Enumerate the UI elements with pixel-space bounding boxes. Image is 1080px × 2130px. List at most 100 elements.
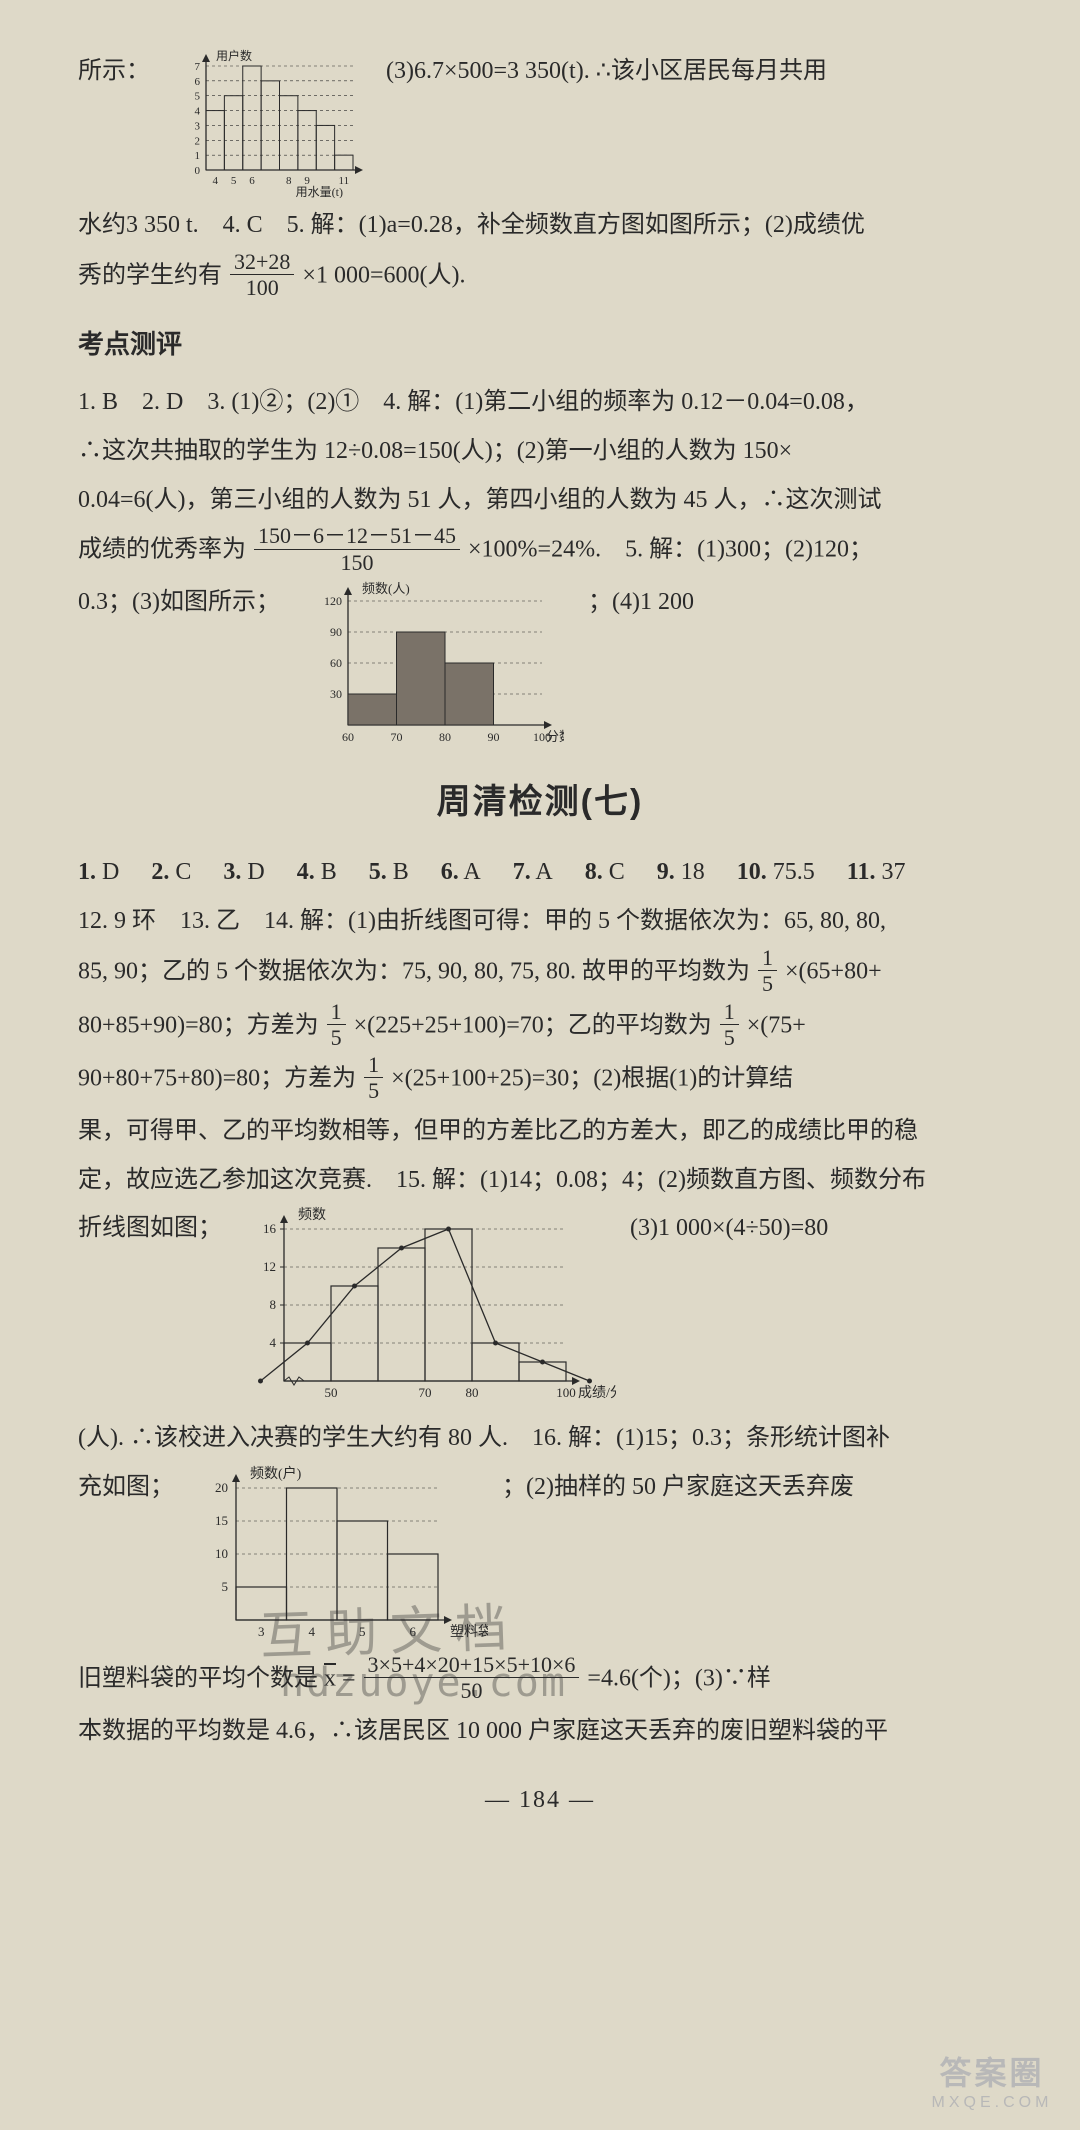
svg-text:5: 5 (231, 175, 237, 187)
chart3-svg: 481216507080100频数成绩/分 (236, 1205, 616, 1415)
kaodian-title: 考点测评 (78, 320, 1002, 371)
top-cont: 水约3 350 t. 4. C 5. 解：(1)a=0.28，补全频数直方图如图… (78, 202, 1002, 249)
weekly-l3-suf: ×(65+80+ (785, 958, 882, 984)
svg-text:5: 5 (222, 1579, 229, 1594)
svg-text:16: 16 (263, 1221, 277, 1236)
svg-text:频数(户): 频数(户) (250, 1465, 302, 1482)
corner-brand: 答案圈 MXQE.COM (922, 2048, 1062, 2112)
svg-text:4: 4 (270, 1335, 277, 1350)
weekly-l8-right: (3)1 000×(4÷50)=80 (630, 1205, 1002, 1252)
top-cont2-suffix: ×1 000=600(人). (302, 262, 465, 288)
weekly-l10-pre: 充如图； (78, 1464, 174, 1511)
frac-3228: 32+28 100 (230, 249, 294, 301)
svg-text:100: 100 (556, 1385, 576, 1400)
weekly-l11-suf: =4.6(个)；(3)∵样 (587, 1665, 771, 1691)
weekly-l5: 90+80+75+80)=80；方差为 1 5 ×(25+100+25)=30；… (78, 1054, 1002, 1106)
svg-text:3: 3 (258, 1624, 265, 1639)
corner-big: 答案圈 (922, 2048, 1062, 2094)
weekly-l4-suf: ×(75+ (747, 1012, 806, 1038)
svg-text:90: 90 (330, 625, 342, 639)
svg-text:4: 4 (195, 106, 201, 118)
svg-text:10: 10 (215, 1546, 228, 1561)
svg-text:频数: 频数 (298, 1207, 326, 1223)
svg-text:0: 0 (195, 165, 201, 177)
mc-item: 2. C (151, 849, 191, 896)
svg-text:5: 5 (195, 91, 201, 103)
weekly-l3-frac: 1 5 (758, 945, 777, 997)
mc-item: 3. D (223, 849, 264, 896)
svg-text:15: 15 (215, 1513, 228, 1528)
svg-text:用水量(t): 用水量(t) (296, 185, 343, 198)
svg-text:塑料袋(个): 塑料袋(个) (450, 1624, 488, 1640)
top-left: 所示： (78, 48, 150, 95)
page-container: 所示： 012345674568911用户数用水量(t) (3)6.7×500=… (0, 0, 1080, 1863)
svg-text:60: 60 (330, 656, 342, 670)
kaodian-l5-pre: 0.3；(3)如图所示； (78, 579, 280, 626)
svg-text:6: 6 (195, 76, 201, 88)
weekly-title: 周清检测(七) (78, 769, 1002, 835)
mc-item: 11. 37 (847, 849, 906, 896)
svg-text:6: 6 (410, 1624, 417, 1639)
weekly-l11-pre: 旧塑料袋的平均个数是 x = (78, 1665, 356, 1691)
page-number: — 184 — (78, 1777, 1002, 1824)
svg-text:成绩/分: 成绩/分 (578, 1385, 616, 1401)
svg-text:1: 1 (195, 150, 201, 162)
svg-text:12: 12 (263, 1259, 276, 1274)
svg-text:用户数: 用户数 (216, 48, 252, 63)
weekly-l5-suf: ×(25+100+25)=30；(2)根据(1)的计算结 (391, 1065, 793, 1091)
svg-text:4: 4 (309, 1624, 316, 1639)
mc-item: 7. A (513, 849, 553, 896)
chart2-svg: 30609012060708090100频数(人)分数(分) (304, 579, 564, 759)
svg-text:4: 4 (212, 175, 218, 187)
mc-item: 9. 18 (657, 849, 705, 896)
svg-text:2: 2 (195, 135, 201, 147)
svg-text:频数(人): 频数(人) (362, 581, 410, 596)
kaodian-chart-row: 0.3；(3)如图所示； 30609012060708090100频数(人)分数… (78, 579, 1002, 759)
kaodian-l4: 成绩的优秀率为 150－6－12－51－45 150 ×100%=24%. 5.… (78, 525, 1002, 577)
svg-text:90: 90 (487, 730, 499, 744)
kaodian-l4-suf: ×100%=24%. 5. 解：(1)300；(2)120； (468, 537, 873, 563)
weekly-l12: 本数据的平均数是 4.6，∴该居民区 10 000 户家庭这天丢弃的废旧塑料袋的… (78, 1708, 1002, 1755)
mc-item: 1. D (78, 849, 119, 896)
svg-text:5: 5 (359, 1624, 366, 1639)
svg-text:3: 3 (195, 120, 201, 132)
weekly-l4: 80+85+90)=80；方差为 1 5 ×(225+25+100)=70；乙的… (78, 1001, 1002, 1053)
svg-text:8: 8 (270, 1297, 277, 1312)
weekly-l5-frac: 1 5 (364, 1052, 383, 1104)
weekly-l4-f2: 1 5 (720, 999, 739, 1051)
weekly-l2: 12. 9 环 13. 乙 14. 解：(1)由折线图可得：甲的 5 个数据依次… (78, 898, 1002, 945)
kaodian-l3: 0.04=6(人)，第三小组的人数为 51 人，第四小组的人数为 45 人，∴这… (78, 477, 1002, 524)
top-cont2: 秀的学生约有 32+28 100 ×1 000=600(人). (78, 251, 1002, 303)
weekly-l4-f1: 1 5 (327, 999, 346, 1051)
mc-item: 5. B (369, 849, 409, 896)
kaodian-l1: 1. B 2. D 3. (1)②；(2)① 4. 解：(1)第二小组的频率为 … (78, 379, 1002, 426)
top-right-text: (3)6.7×500=3 350(t). ∴该小区居民每月共用 (386, 48, 1002, 95)
svg-text:70: 70 (390, 730, 402, 744)
kaodian-l4-frac: 150－6－12－51－45 150 (254, 523, 460, 575)
top-cont2-prefix: 秀的学生约有 (78, 262, 222, 288)
svg-text:6: 6 (249, 175, 255, 187)
weekly-chart4-row: 充如图； 5 10 15 20 3 4 5 6 频数(户) 塑料袋(个) ；(2)抽样的 50 户… (78, 1464, 1002, 1654)
svg-text:70: 70 (419, 1385, 432, 1400)
svg-text:7: 7 (195, 61, 201, 73)
svg-text:80: 80 (439, 730, 451, 744)
weekly-l10-right: ；(2)抽样的 50 户家庭这天丢弃废 (502, 1464, 1002, 1511)
svg-text:120: 120 (324, 594, 342, 608)
weekly-l9: (人). ∴该校进入决赛的学生大约有 80 人. 16. 解：(1)15；0.3… (78, 1415, 1002, 1462)
weekly-l3-pre: 85, 90；乙的 5 个数据依次为：75, 90, 80, 75, 80. 故… (78, 958, 750, 984)
weekly-l6: 果，可得甲、乙的平均数相等，但甲的方差比乙的方差大，即乙的成绩比甲的稳 (78, 1108, 1002, 1155)
chart4-svg: 5 10 15 20 3 4 5 6 频数(户) 塑料袋(个) (188, 1464, 488, 1654)
svg-text:8: 8 (286, 175, 292, 187)
mc-item: 8. C (585, 849, 625, 896)
mc-item: 4. B (297, 849, 337, 896)
chart1-container: 012345674568911用户数用水量(t) (168, 48, 368, 198)
kaodian-l5-suf: ；(4)1 200 (588, 579, 694, 626)
top-row: 所示： 012345674568911用户数用水量(t) (3)6.7×500=… (78, 48, 1002, 198)
corner-small: MXQE.COM (922, 2094, 1062, 2112)
top-prefix: 所示： (78, 48, 150, 95)
weekly-chart3-row: 折线图如图； 481216507080100频数成绩/分 (3)1 000×(4… (78, 1205, 1002, 1415)
kaodian-l2: ∴这次共抽取的学生为 12÷0.08=150(人)；(2)第一小组的人数为 15… (78, 428, 1002, 475)
kaodian-l4-pre: 成绩的优秀率为 (78, 537, 246, 563)
mc-item: 6. A (441, 849, 481, 896)
svg-text:20: 20 (215, 1480, 228, 1495)
